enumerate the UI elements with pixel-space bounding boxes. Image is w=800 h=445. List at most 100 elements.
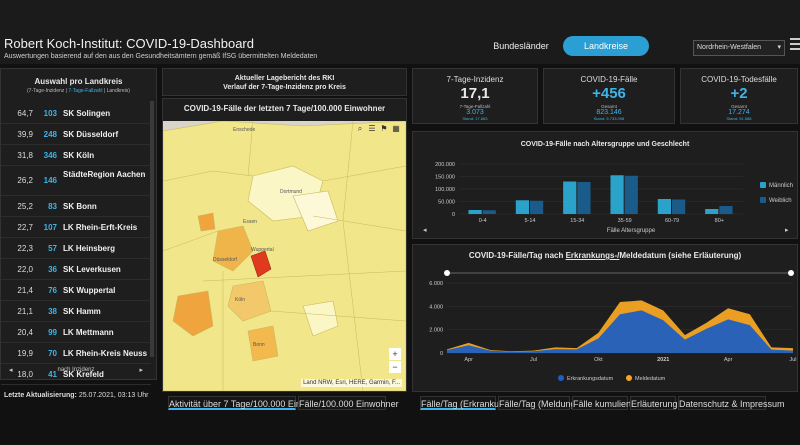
- case-count: 38: [48, 307, 57, 316]
- list-item[interactable]: 26,2 146 StädteRegion Aachen: [1, 166, 151, 196]
- area-erkrankungsdatum: [447, 310, 793, 353]
- list-item[interactable]: 20,4 99 LK Mettmann: [1, 322, 151, 343]
- case-count: 76: [48, 286, 57, 295]
- chevron-down-icon: ▾: [777, 44, 781, 51]
- bundeslaender-button[interactable]: Bundesländer: [493, 41, 549, 51]
- list-item[interactable]: 21,1 38 SK Hamm: [1, 301, 151, 322]
- map-panel: COVID-19-Fälle der letzten 7 Tage/100.00…: [162, 98, 407, 392]
- zoom-in-icon[interactable]: +: [389, 348, 401, 360]
- case-count: 99: [48, 328, 57, 337]
- region-select-value: Nordrhein-Westfalen: [697, 44, 762, 51]
- kpi-sub-total: Stand: 17.663: [462, 116, 488, 121]
- map-label-essen: Essen: [243, 219, 257, 225]
- zoom-control: + −: [389, 347, 401, 373]
- x-tick-label: Apr: [724, 357, 733, 363]
- incidence-value: 22,3: [17, 244, 33, 253]
- district-name: SK Köln: [63, 151, 95, 160]
- list-item[interactable]: 22,3 57 LK Heinsberg: [1, 238, 151, 259]
- legend-female-label: Weiblich: [769, 198, 792, 204]
- bar-female: [719, 206, 733, 214]
- legend-male-swatch: [760, 182, 766, 188]
- list-sub-c: | Landkreis): [103, 88, 130, 94]
- kpi-sub-label: Gesamt: [731, 104, 747, 109]
- menu-icon[interactable]: [790, 38, 800, 52]
- x-tick-label: 15-34: [570, 218, 584, 224]
- timeline-title-b: Erkrankungs-/: [565, 251, 620, 260]
- bar-female: [530, 200, 544, 214]
- map-label-koeln: Köln: [235, 297, 245, 303]
- incidence-value: 64,7: [17, 109, 33, 118]
- lagebericht-link[interactable]: Aktueller Lagebericht des RKI Verlauf de…: [162, 68, 407, 96]
- tab-privacy-imprint[interactable]: Datenschutz & Impressum: [678, 396, 785, 410]
- case-count: 70: [48, 349, 57, 358]
- x-tick-label: 2021: [657, 357, 669, 363]
- list-title: Auswahl pro Landkreis: [34, 77, 123, 86]
- x-tick-label: 60-79: [665, 218, 679, 224]
- incidence-value: 21,1: [17, 307, 33, 316]
- district-name: SK Leverkusen: [63, 265, 121, 274]
- map-attribution[interactable]: Land NRW, Esri, HERE, Garmin, F...: [301, 379, 402, 387]
- header: Robert Koch-Institut: COVID-19-Dashboard…: [0, 0, 800, 64]
- x-tick-label: Okt: [594, 357, 603, 363]
- timeline-title: COVID-19-Fälle/Tag nach Erkrankungs-/Mel…: [413, 251, 797, 260]
- chevron-right-icon: ▸: [785, 227, 789, 234]
- list-item[interactable]: 25,2 83 SK Bonn: [1, 196, 151, 217]
- list-item[interactable]: 21,4 76 SK Wuppertal: [1, 280, 151, 301]
- landkreise-button[interactable]: Landkreise: [563, 36, 649, 56]
- kpi-sub-total: Stand: 5.733.098: [593, 116, 625, 121]
- tab-cases-report[interactable]: Fälle/Tag (Meldung): [498, 396, 579, 410]
- map-toolbar: ⌕ ☰ ⚑ ▦: [354, 123, 402, 135]
- age-gender-chart[interactable]: 0 50.000 100.000 150.000 200.000 0-4 5-14 15-34…: [413, 132, 797, 238]
- kpi-sub-value: 3.073: [466, 109, 484, 116]
- list-item[interactable]: 64,7 103 SK Solingen: [1, 103, 151, 124]
- case-count: 107: [43, 223, 57, 232]
- tab-explanation[interactable]: Erläuterung: [630, 396, 678, 410]
- list-item[interactable]: 31,8 346 SK Köln: [1, 145, 151, 166]
- bookmark-icon[interactable]: ⚑: [380, 124, 388, 133]
- bar-male: [515, 200, 529, 214]
- list-item[interactable]: 18,0 41 SK Krefeld: [1, 364, 151, 385]
- list-item[interactable]: 39,9 248 SK Düsseldorf: [1, 124, 151, 145]
- list-item[interactable]: 22,0 36 SK Leverkusen: [1, 259, 151, 280]
- x-tick-label: 5-14: [524, 218, 535, 224]
- range-handle-left: [444, 270, 450, 276]
- tab-cases-onset[interactable]: Fälle/Tag (Erkrankung): [420, 396, 512, 410]
- nrw-map[interactable]: Enschede Dortmund Wuppertal Düsseldorf K…: [163, 121, 406, 391]
- search-icon[interactable]: ⌕: [357, 124, 363, 133]
- region-select[interactable]: Nordrhein-Westfalen ▾: [693, 40, 785, 56]
- map-label-bonn: Bonn: [253, 342, 265, 348]
- district-name: LK Mettmann: [63, 328, 114, 337]
- list-item[interactable]: 19,9 70 LK Rhein-Kreis Neuss: [1, 343, 151, 364]
- chevron-right-icon[interactable]: ▸: [139, 367, 143, 374]
- tab-cases-cumulative[interactable]: Fälle kumuliert: [572, 396, 632, 410]
- district-name: SK Solingen: [63, 109, 111, 118]
- case-count: 57: [48, 244, 57, 253]
- y-tick-label: 0: [440, 351, 443, 357]
- grid-icon[interactable]: ▦: [392, 124, 400, 133]
- list-icon[interactable]: ☰: [368, 124, 376, 133]
- list-footer: ◂ nach Inzidenz ▸: [1, 367, 151, 374]
- list-item[interactable]: 22,7 107 LK Rhein-Erft-Kreis: [1, 217, 151, 238]
- incidence-value: 21,4: [17, 286, 33, 295]
- kpi-title: COVID-19-Fälle: [580, 75, 638, 84]
- district-name: LK Heinsberg: [63, 244, 116, 253]
- tab-activity-7-days[interactable]: Aktivität über 7 Tage/100.000 Einwohner: [168, 396, 330, 410]
- tab-cases-100k[interactable]: Fälle/100.000 Einwohner: [298, 396, 399, 410]
- chevron-left-icon[interactable]: ◂: [9, 367, 13, 374]
- incidence-value: 31,8: [17, 151, 33, 160]
- district-name: StädteRegion Aachen: [63, 170, 146, 179]
- list-sub-b: 7-Tage-Fallzahl: [68, 88, 103, 94]
- kpi-title: COVID-19-Todesfälle: [701, 75, 777, 84]
- timeline-chart[interactable]: 0 2.000 4.000 6.000 Apr Jul Okt 2021 Apr Jul Erkra…: [413, 245, 797, 391]
- zoom-out-icon[interactable]: −: [389, 361, 401, 373]
- list-scrollbar[interactable]: [150, 101, 154, 357]
- timeline-title-c: Meldedatum (siehe Erläuterung): [619, 251, 742, 260]
- age-gender-chart-panel: COVID-19-Fälle nach Altersgruppe und Ges…: [412, 131, 798, 239]
- sort-label[interactable]: nach Inzidenz: [57, 367, 95, 373]
- age-chart-title: COVID-19-Fälle nach Altersgruppe und Ges…: [520, 141, 690, 148]
- page-title: Robert Koch-Institut: COVID-19-Dashboard: [4, 36, 254, 51]
- list-sub-a: (7-Tage-Inzidenz |: [27, 88, 67, 94]
- case-count: 103: [43, 109, 57, 118]
- lagebericht-line2: Verlauf der 7-Tage-Inzidenz pro Kreis: [223, 84, 346, 91]
- kpi-deaths: COVID-19-Todesfälle +2 Gesamt 17.274 Sta…: [680, 68, 798, 124]
